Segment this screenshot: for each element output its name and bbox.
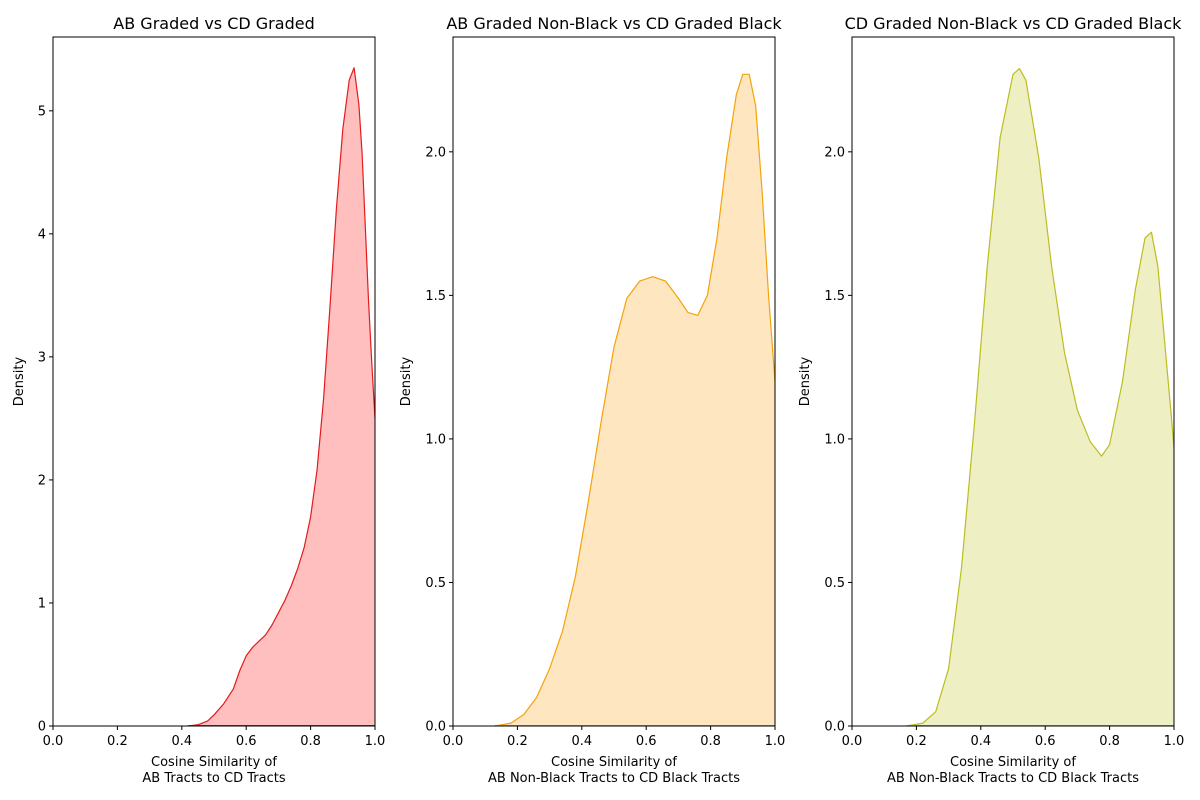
y-axis-label: Density	[12, 356, 27, 406]
x-axis-label: Cosine Similarity of	[551, 755, 677, 770]
y-tick-label: 0	[38, 720, 46, 735]
chart-panel-3: 0.0 0.2 0.4 0.6 0.8 1.0 0.0 0.5 1.0 1.5 2.0 CD Grad…	[798, 14, 1184, 786]
axes-frame	[52, 36, 376, 727]
x-tick-label: 0.4	[171, 734, 192, 749]
x-tick-label: 0.6	[236, 734, 257, 749]
axes-frame	[452, 36, 776, 727]
y-tick-label: 4	[38, 227, 46, 242]
x-tick-label: 1.0	[765, 734, 786, 749]
x-tick-label: 0.4	[571, 734, 592, 749]
y-tick-label: 5	[38, 104, 46, 119]
y-tick-label: 2	[38, 473, 46, 488]
y-tick-label: 0.5	[824, 576, 845, 591]
x-tick-label: 1.0	[1164, 734, 1185, 749]
y-tick-label: 2.0	[425, 145, 446, 160]
x-tick-label: 0.2	[107, 734, 128, 749]
y-axis-label: Density	[798, 356, 813, 406]
x-axis-label: AB Non-Black Tracts to CD Black Tracts	[488, 771, 740, 786]
density-area	[188, 67, 375, 726]
density-line	[188, 67, 375, 726]
x-tick-label: 0.8	[300, 734, 321, 749]
x-tick-label: 0.4	[970, 734, 991, 749]
chart-title: AB Graded vs CD Graded	[113, 14, 314, 33]
chart-title: CD Graded Non-Black vs CD Graded Black	[845, 14, 1183, 33]
density-line	[906, 67, 1174, 726]
x-tick-label: 0.0	[842, 734, 863, 749]
y-tick-label: 1	[38, 596, 46, 611]
x-tick-label: 0.6	[636, 734, 657, 749]
y-tick-label: 1.0	[425, 432, 446, 447]
axes-frame	[851, 36, 1175, 727]
density-area	[906, 68, 1174, 726]
y-tick-label: 2.0	[824, 145, 845, 160]
x-tick-label: 1.0	[365, 734, 386, 749]
y-tick-label: 1.5	[425, 289, 446, 304]
x-axis-label: Cosine Similarity of	[950, 755, 1076, 770]
x-tick-label: 0.2	[906, 734, 927, 749]
chart-panel-1: 0.0 0.2 0.4 0.6 0.8 1.0 0 1 2 3 4 5 AB Graded vs CD …	[12, 14, 385, 786]
y-tick-label: 0.0	[425, 720, 446, 735]
x-axis-label: AB Non-Black Tracts to CD Black Tracts	[887, 771, 1139, 786]
x-tick-label: 0.6	[1035, 734, 1056, 749]
y-tick-label: 0.0	[824, 720, 845, 735]
x-axis-label: AB Tracts to CD Tracts	[142, 771, 285, 786]
chart-panel-2: 0.0 0.2 0.4 0.6 0.8 1.0 0.0 0.5 1.0 1.5 2.0 AB Grad…	[399, 14, 785, 786]
density-line	[494, 73, 775, 726]
y-tick-label: 3	[38, 350, 46, 365]
y-axis-label: Density	[399, 356, 414, 406]
density-area	[494, 74, 775, 726]
y-tick-label: 0.5	[425, 576, 446, 591]
chart-title: AB Graded Non-Black vs CD Graded Black	[446, 14, 782, 33]
x-axis-label: Cosine Similarity of	[151, 755, 277, 770]
x-tick-label: 0.8	[1099, 734, 1120, 749]
x-tick-label: 0.0	[443, 734, 464, 749]
y-tick-label: 1.5	[824, 289, 845, 304]
y-tick-label: 1.0	[824, 432, 845, 447]
x-tick-label: 0.2	[507, 734, 528, 749]
x-tick-label: 0.0	[43, 734, 64, 749]
x-tick-label: 0.8	[700, 734, 721, 749]
